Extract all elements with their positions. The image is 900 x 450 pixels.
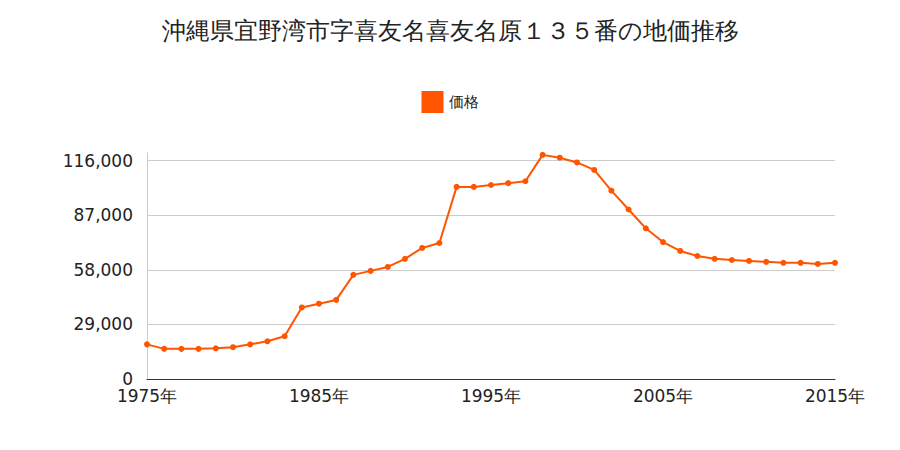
- svg-text:1985年: 1985年: [289, 386, 349, 406]
- svg-text:1995年: 1995年: [461, 386, 521, 406]
- svg-text:58,000: 58,000: [74, 260, 133, 280]
- svg-text:2015年: 2015年: [805, 386, 865, 406]
- svg-text:1975年: 1975年: [117, 386, 177, 406]
- svg-text:0: 0: [122, 369, 133, 389]
- svg-text:116,000: 116,000: [63, 151, 133, 171]
- svg-text:29,000: 29,000: [74, 314, 133, 334]
- svg-text:2005年: 2005年: [633, 386, 693, 406]
- svg-text:沖縄県宜野湾市字喜友名喜友名原１３５番の地価推移: 沖縄県宜野湾市字喜友名喜友名原１３５番の地価推移: [162, 17, 739, 45]
- svg-text:87,000: 87,000: [74, 205, 133, 225]
- svg-text:価格: 価格: [449, 93, 479, 111]
